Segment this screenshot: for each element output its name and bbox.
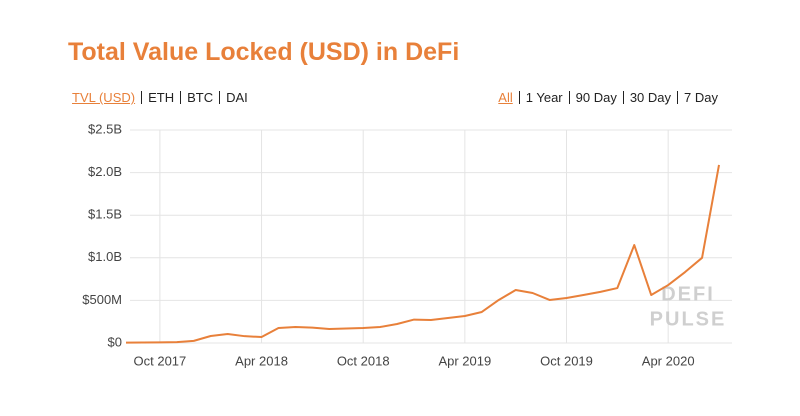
tab[interactable]: 7 Day: [677, 91, 724, 104]
y-tick-label: $0: [108, 334, 122, 349]
x-tick-label: Oct 2017: [134, 353, 187, 368]
tab[interactable]: ETH: [141, 91, 180, 104]
watermark: DEFI: [661, 283, 715, 305]
watermark: PULSE: [650, 308, 727, 330]
tab[interactable]: TVL (USD): [72, 90, 136, 105]
x-tick-label: Apr 2019: [438, 353, 491, 368]
chart-title: Total Value Locked (USD) in DeFi: [68, 38, 460, 66]
x-tick-label: Oct 2018: [337, 353, 390, 368]
tabs-left: TVL (USD) ETH BTC DAI: [72, 91, 254, 104]
tab[interactable]: DAI: [219, 91, 254, 104]
tabs-right: All 1 Year 90 Day 30 Day 7 Day: [498, 91, 724, 104]
y-tick-label: $1.5B: [88, 207, 122, 222]
y-tick-label: $1.0B: [88, 249, 122, 264]
tab[interactable]: 30 Day: [622, 91, 677, 104]
y-tick-label: $500M: [82, 292, 122, 307]
tab[interactable]: 90 Day: [568, 91, 623, 104]
line: [125, 164, 720, 344]
y-tick-label: $2.0B: [88, 164, 122, 179]
x-tick-label: Oct 2019: [540, 353, 593, 368]
x-tick-label: Apr 2018: [235, 353, 288, 368]
y-tick-label: $2.5B: [88, 121, 122, 136]
tab[interactable]: BTC: [180, 91, 219, 104]
x-tick-label: Apr 2020: [642, 353, 695, 368]
tab[interactable]: 1 Year: [518, 91, 569, 104]
tab[interactable]: All: [498, 90, 513, 105]
